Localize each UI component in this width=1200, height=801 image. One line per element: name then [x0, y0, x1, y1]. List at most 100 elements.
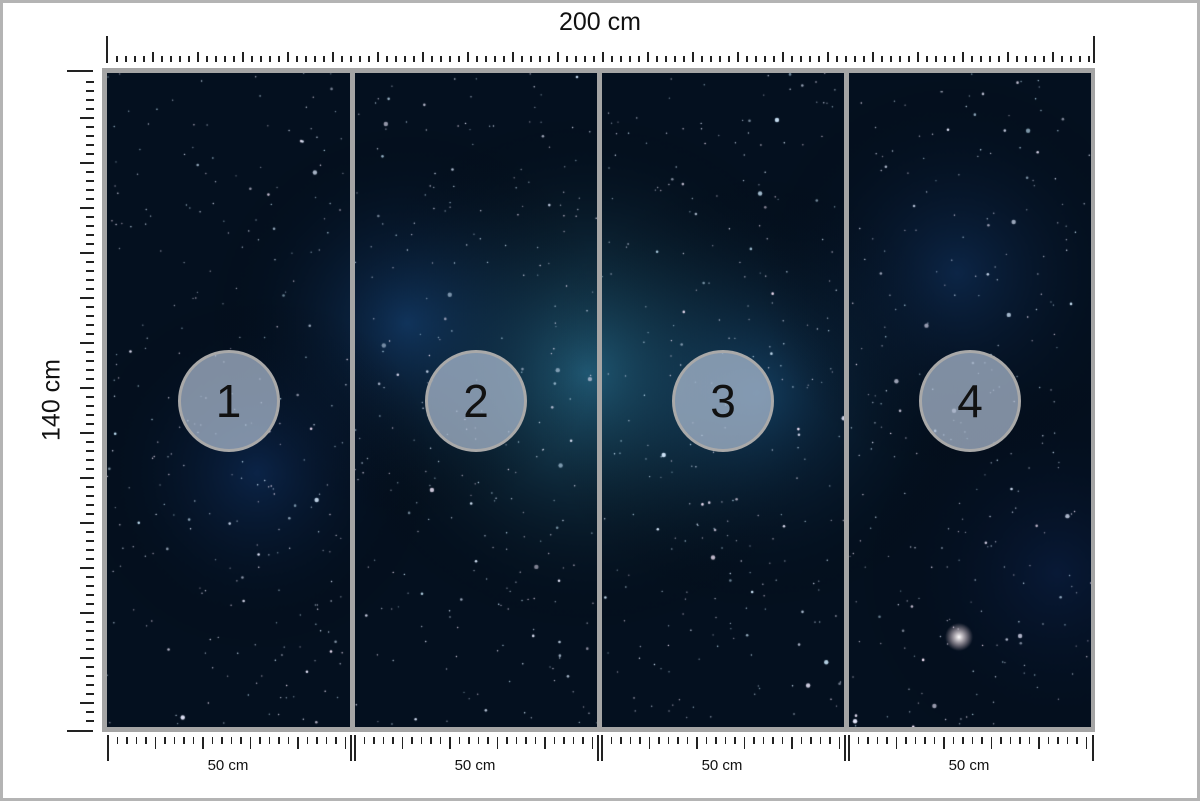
ruler-tick — [86, 171, 94, 173]
ruler-tick — [971, 56, 973, 62]
ruler-tick — [1088, 56, 1090, 62]
ruler-tick — [667, 737, 669, 744]
ruler-tick — [134, 56, 136, 62]
ruler-tick — [260, 56, 262, 62]
ruler-tick — [981, 737, 983, 744]
ruler-tick — [724, 737, 726, 744]
ruler-tick — [1066, 737, 1068, 744]
ruler-tick — [86, 180, 94, 182]
ruler-tick — [80, 162, 94, 164]
ruler-tick — [145, 737, 147, 744]
ruler-tick — [86, 486, 94, 488]
ruler-tick — [86, 405, 94, 407]
ruler-tick — [80, 207, 94, 209]
ruler-tick — [648, 737, 650, 749]
ruler-tick — [86, 450, 94, 452]
ruler-tick — [80, 252, 94, 254]
ruler-tick — [86, 198, 94, 200]
ruler-tick — [86, 306, 94, 308]
panel-number-badge: 3 — [672, 350, 774, 452]
ruler-tick — [818, 56, 820, 62]
ruler-tick — [86, 126, 94, 128]
ruler-tick — [772, 737, 774, 744]
ruler-tick — [335, 737, 337, 744]
ruler-tick — [373, 737, 375, 744]
ruler-tick — [86, 630, 94, 632]
ruler-tick — [572, 737, 574, 744]
panel-2: 2 — [355, 73, 597, 727]
ruler-tick — [404, 56, 406, 62]
ruler-tick — [431, 56, 433, 62]
ruler-tick — [86, 243, 94, 245]
ruler-tick — [430, 737, 432, 744]
ruler-tick — [503, 56, 505, 62]
ruler-tick — [86, 144, 94, 146]
ruler-tick — [746, 56, 748, 62]
ruler-tick — [953, 56, 955, 62]
ruler-tick — [413, 56, 415, 62]
ruler-tick — [857, 737, 859, 744]
ruler-tick — [296, 56, 298, 62]
ruler-tick — [80, 297, 94, 299]
ruler-tick — [86, 468, 94, 470]
ruler-tick — [1070, 56, 1072, 62]
ruler-tick — [715, 737, 717, 744]
ruler-tick — [86, 441, 94, 443]
ruler-tick — [86, 495, 94, 497]
ruler-tick — [548, 56, 550, 62]
ruler-tick — [895, 737, 897, 749]
ruler-tick — [382, 737, 384, 744]
panel-1: 1 — [107, 73, 350, 727]
ruler-tick — [215, 56, 217, 62]
ruler-tick — [998, 56, 1000, 62]
ruler-tick — [206, 56, 208, 62]
ruler-tick — [86, 558, 94, 560]
panel-2-width-label: 50 cm — [454, 757, 496, 774]
ruler-tick — [854, 56, 856, 62]
ruler-tick — [86, 351, 94, 353]
ruler-tick — [701, 56, 703, 62]
ruler-tick — [211, 737, 213, 744]
panel-4: 4 — [849, 73, 1091, 727]
ruler-tick — [306, 737, 308, 744]
ruler-tick — [658, 737, 660, 744]
ruler-tick — [487, 737, 489, 744]
ruler-tick — [86, 333, 94, 335]
ruler-tick — [197, 52, 199, 62]
ruler-tick — [80, 117, 94, 119]
ruler-tick — [890, 56, 892, 62]
ruler-tick — [377, 52, 379, 62]
ruler-tick — [323, 56, 325, 62]
ruler-tick — [420, 737, 422, 744]
ruler-tick — [86, 225, 94, 227]
ruler-tick — [753, 737, 755, 744]
ruler-tick — [86, 378, 94, 380]
ruler-tick — [990, 737, 992, 749]
ruler-tick — [591, 737, 593, 749]
ruler-tick — [221, 737, 223, 744]
ruler-tick — [773, 56, 775, 62]
ruler-tick — [1038, 737, 1040, 749]
ruler-tick — [782, 52, 784, 62]
ruler-tick — [230, 737, 232, 744]
ruler-tick — [107, 735, 109, 761]
ruler-tick — [1028, 737, 1030, 744]
ruler-tick — [106, 36, 108, 63]
ruler-tick — [506, 737, 508, 744]
ruler-tick — [800, 56, 802, 62]
ruler-tick — [287, 737, 289, 744]
ruler-tick — [534, 737, 536, 744]
ruler-tick — [944, 56, 946, 62]
ruler-tick — [485, 56, 487, 62]
ruler-tick — [233, 56, 235, 62]
panel-3-width-label: 50 cm — [701, 757, 743, 774]
ruler-tick — [152, 52, 154, 62]
ruler-tick — [350, 56, 352, 62]
ruler-tick — [696, 737, 698, 749]
ruler-tick — [647, 52, 649, 62]
ruler-tick — [86, 261, 94, 263]
ruler-tick — [566, 56, 568, 62]
ruler-tick — [86, 675, 94, 677]
ruler-tick — [259, 737, 261, 744]
ruler-tick — [86, 234, 94, 236]
